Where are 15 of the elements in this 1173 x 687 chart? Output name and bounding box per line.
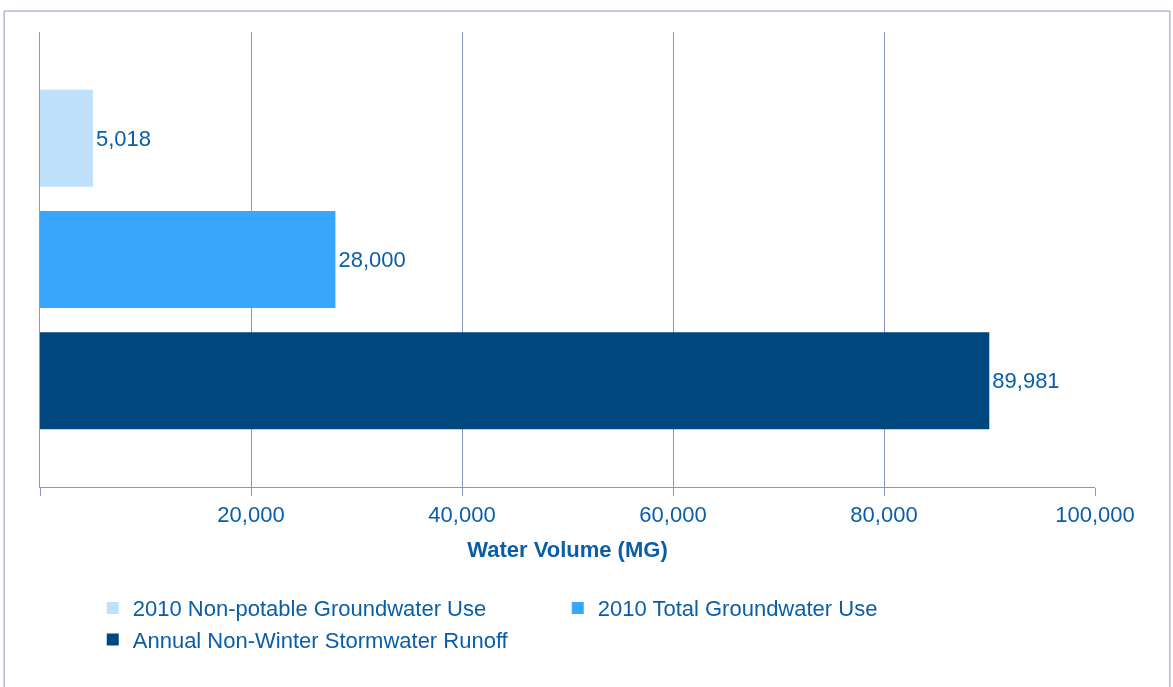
legend-label: Annual Non-Winter Stormwater Runoff xyxy=(132,628,509,654)
data-label: 28,000 xyxy=(338,247,406,272)
legend-label: 2010 Non-potable Groundwater Use xyxy=(132,596,487,622)
x-axis-title: Water Volume (MG) xyxy=(467,537,668,563)
x-tick-label: 80,000 xyxy=(850,502,918,528)
bar xyxy=(40,210,336,309)
data-label: 5,018 xyxy=(95,125,151,151)
x-tick-label: 20,000 xyxy=(217,502,285,528)
x-tick-label: 40,000 xyxy=(428,502,496,528)
data-label: 89,981 xyxy=(992,368,1060,394)
x-tick-label: 100,000 xyxy=(1055,502,1135,528)
x-tick-label: 60,000 xyxy=(639,502,707,528)
legend-label: 2010 Total Groundwater Use xyxy=(597,596,878,622)
bar xyxy=(40,89,93,187)
bar xyxy=(40,332,990,430)
